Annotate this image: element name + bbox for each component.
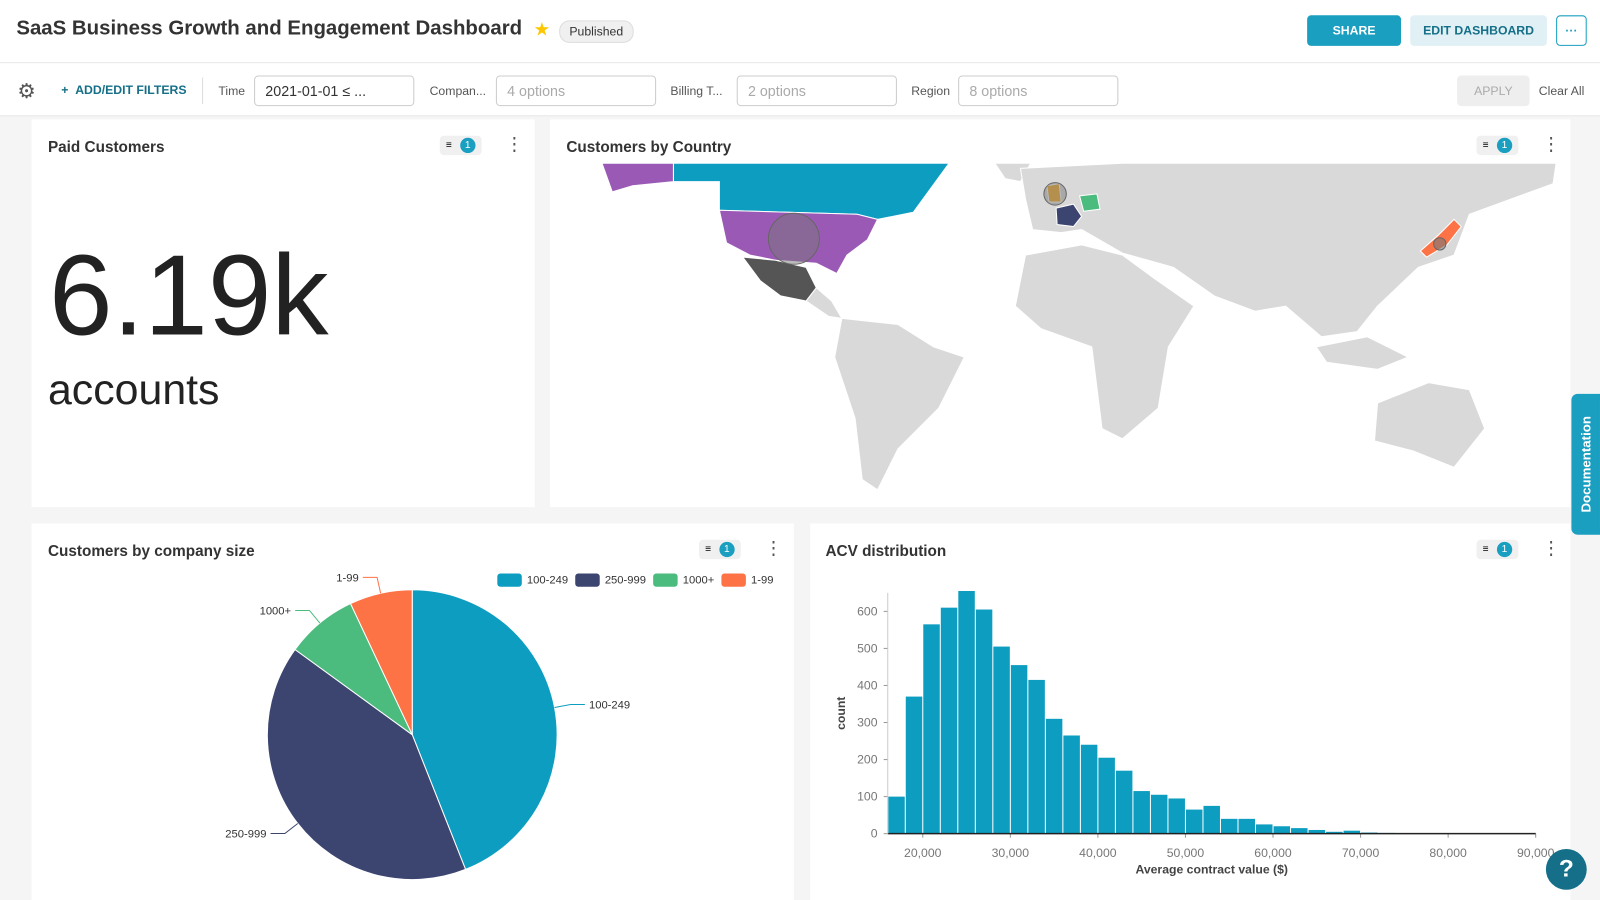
help-button[interactable]: ?: [1545, 848, 1587, 890]
badge-count: 1: [1496, 137, 1513, 154]
clear-all-button[interactable]: Clear All: [1538, 83, 1585, 98]
badge-count: 1: [719, 541, 735, 558]
panel-menu[interactable]: ⋮: [1541, 133, 1561, 155]
panel-title: Customers by company size: [47, 542, 255, 561]
filter-label: Compan...: [429, 83, 487, 98]
map-panel: [549, 119, 1571, 508]
kpi-panel: [31, 119, 535, 508]
billing-select[interactable]: 2 options: [736, 75, 897, 107]
documentation-text: Documentation: [1578, 416, 1594, 513]
add-filter-button[interactable]: + ADD/EDIT FILTERS: [61, 82, 187, 97]
panel-menu[interactable]: ⋮: [764, 537, 783, 559]
time-input[interactable]: 2021-01-01 ≤ ...: [254, 75, 415, 107]
add-filter-text: ADD/EDIT FILTERS: [75, 82, 187, 97]
settings-icon[interactable]: ⚙: [17, 80, 36, 104]
filter-label: Billing T...: [670, 83, 723, 98]
kpi-unit: accounts: [47, 365, 220, 414]
pie-panel: [31, 523, 794, 900]
documentation-tab[interactable]: [1571, 393, 1600, 535]
filter-label: Region: [911, 83, 951, 98]
edit-dashboard-button[interactable]: EDIT DASHBOARD: [1410, 15, 1547, 46]
histogram-panel: [810, 523, 1571, 900]
panel-title: ACV distribution: [825, 542, 947, 561]
status-badge: Published: [559, 20, 634, 43]
company-select[interactable]: 4 options: [495, 75, 657, 107]
filter-badge[interactable]: ≡ 1: [698, 539, 741, 560]
more-button[interactable]: ···: [1556, 15, 1587, 46]
kpi-value: 6.19k: [48, 231, 329, 360]
region-select[interactable]: 8 options: [958, 75, 1119, 107]
filter-badge[interactable]: ≡ 1: [1476, 539, 1519, 560]
dashboard-title: SaaS Business Growth and Engagement Dash…: [16, 17, 523, 40]
filter-badge[interactable]: ≡ 1: [1476, 135, 1519, 156]
divider: [202, 77, 204, 105]
panel-menu[interactable]: ⋮: [505, 133, 524, 155]
panel-title: Paid Customers: [47, 138, 165, 157]
share-button[interactable]: SHARE: [1307, 15, 1402, 46]
panel-menu[interactable]: ⋮: [1541, 537, 1561, 559]
badge-count: 1: [460, 137, 476, 154]
apply-button[interactable]: APPLY: [1457, 75, 1530, 107]
star-icon[interactable]: ★: [533, 19, 551, 40]
panel-title: Customers by Country: [566, 138, 732, 157]
filter-badge[interactable]: ≡ 1: [439, 135, 482, 156]
badge-count: 1: [1496, 541, 1513, 558]
filter-label: Time: [218, 83, 246, 98]
